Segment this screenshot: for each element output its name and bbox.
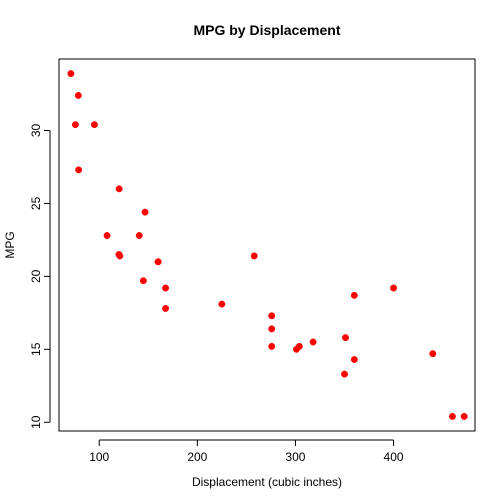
x-tick-label: 100 (89, 450, 109, 464)
data-point (268, 312, 276, 320)
data-point (218, 300, 226, 308)
data-point (250, 252, 258, 260)
data-point (103, 232, 111, 239)
data-point (429, 350, 437, 358)
x-axis-label: Displacement (cubic inches) (192, 475, 342, 489)
data-point (116, 252, 124, 260)
data-point (162, 284, 170, 292)
data-point (342, 334, 349, 342)
x-tick-label: 200 (187, 450, 207, 464)
data-point (115, 185, 123, 193)
data-point (154, 258, 162, 266)
data-point (448, 412, 456, 420)
data-point (350, 356, 358, 363)
data-point (75, 166, 83, 174)
x-tick-label: 400 (384, 450, 404, 464)
data-point (139, 277, 147, 285)
data-point (268, 325, 276, 333)
y-tick-label: 25 (29, 196, 43, 210)
data-point (390, 284, 398, 292)
data-point (71, 121, 79, 129)
x-axis: 100 200 300 400 (89, 439, 404, 464)
y-tick-label: 10 (29, 415, 43, 429)
data-point (74, 92, 82, 99)
y-tick-label: 20 (29, 269, 43, 283)
y-axis: 10 15 20 25 30 (29, 123, 51, 429)
x-tick-label: 300 (285, 450, 305, 464)
data-point (162, 305, 170, 312)
data-point (341, 370, 348, 378)
data-point (309, 338, 317, 346)
data-point (135, 232, 143, 239)
y-tick-label: 30 (29, 123, 43, 137)
data-point (90, 121, 98, 129)
data-point (350, 291, 358, 299)
data-point (268, 342, 276, 350)
data-point (460, 412, 468, 420)
data-point (141, 208, 149, 216)
data-points (67, 70, 468, 420)
data-point (67, 70, 75, 78)
plot-frame (58, 58, 476, 432)
chart-title: MPG by Displacement (193, 22, 340, 38)
y-axis-label: MPG (3, 231, 17, 258)
data-point (292, 345, 300, 353)
y-tick-label: 15 (29, 342, 43, 356)
